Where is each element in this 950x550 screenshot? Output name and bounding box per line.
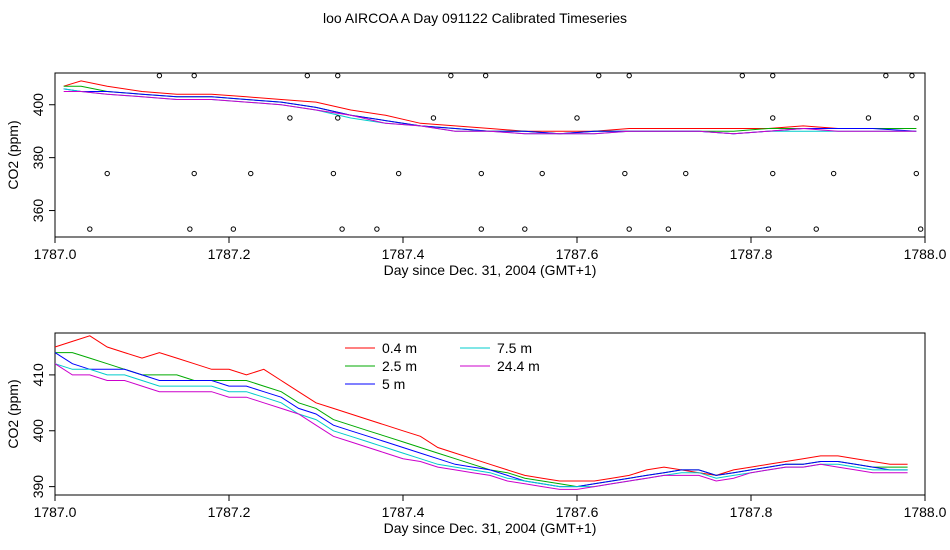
chart-top-x-tick-label: 1787.4 — [382, 246, 425, 262]
chart-top-marker-point — [230, 226, 237, 232]
chart-top-marker-point — [482, 72, 489, 79]
chart-top-series-line-0 — [63, 80, 917, 132]
chart-bottom-x-axis-label: Day since Dec. 31, 2004 (GMT+1) — [384, 520, 597, 536]
chart-bottom-x-tick-label: 1787.4 — [382, 504, 425, 520]
chart-bottom-legend-label: 5 m — [382, 376, 405, 392]
chart-top-marker-point — [395, 170, 402, 177]
chart-top-marker-point — [865, 115, 872, 121]
chart-top-marker-point — [522, 226, 528, 232]
chart-bottom-legend-label: 24.4 m — [497, 358, 540, 374]
chart-top-marker-point — [156, 72, 163, 79]
chart-top-y-tick-label: 360 — [30, 199, 46, 223]
chart-top-marker-point — [304, 72, 310, 79]
chart-top: 1787.0 1787.2 1787.4 1787.6 1787.8 1788.0 360 3… — [5, 72, 947, 278]
chart-bottom-legend-label: 2.5 m — [382, 358, 417, 374]
chart-top-x-tick-label: 1787.0 — [34, 246, 77, 262]
chart-top-marker-point — [770, 170, 776, 177]
chart-top-x-tick-label: 1787.2 — [208, 246, 251, 262]
chart-top-marker-point — [626, 226, 632, 232]
chart-bottom-y-tick-label: 400 — [30, 419, 46, 443]
chart-top-marker-point — [187, 226, 193, 232]
chart-bottom-y-tick-label: 390 — [30, 475, 46, 499]
chart-top-marker-point — [539, 170, 545, 177]
chart-top-marker-point — [883, 72, 889, 79]
chart-top-marker-point — [191, 72, 197, 79]
chart-top-marker-point — [622, 170, 628, 177]
chart-bottom-y-axis-label: CO2 (ppm) — [5, 379, 21, 448]
chart-top-marker-point — [830, 170, 837, 177]
chart-top-marker-point — [287, 115, 293, 121]
chart-top-y-tick-label: 380 — [30, 146, 46, 170]
chart-bottom-frame — [54, 332, 926, 496]
chart-top-x-tick-label: 1787.6 — [556, 246, 599, 262]
chart-bottom-series-line-1 — [55, 352, 908, 488]
chart-top-marker-point — [770, 115, 776, 121]
chart-top-marker-point — [909, 72, 915, 79]
chart-top-marker-point — [478, 170, 484, 177]
chart-top-marker-point — [813, 226, 819, 232]
chart-top-marker-point — [330, 170, 337, 177]
chart-top-marker-point — [191, 170, 197, 177]
chart-top-marker-point — [683, 170, 689, 177]
chart-top-marker-point — [596, 72, 602, 79]
chart-top-marker-point — [478, 226, 484, 232]
chart-bottom-legend-label: 0.4 m — [382, 340, 417, 356]
chart-bottom-series-line-2 — [54, 352, 908, 488]
chart-top-marker-point — [739, 72, 745, 79]
chart-top-marker-point — [913, 115, 919, 121]
chart-bottom-series-line-4 — [54, 363, 908, 490]
chart-bottom: 1787.0 1787.2 1787.4 1787.6 1787.8 1788.0 390 4… — [5, 332, 947, 536]
chart-top-marker-point — [339, 226, 345, 232]
chart-top-y-axis-label: CO2 (ppm) — [5, 120, 21, 189]
chart-bottom-series-line-0 — [54, 335, 908, 482]
chart-top-marker-point — [448, 72, 454, 79]
chart-top-marker-point — [913, 170, 919, 177]
chart-bottom-y-tick-label: 410 — [30, 363, 46, 387]
chart-bottom-x-tick-label: 1787.2 — [208, 504, 251, 520]
chart-top-marker-point — [770, 72, 776, 79]
chart-top-marker-point — [87, 226, 93, 232]
chart-top-x-axis-label: Day since Dec. 31, 2004 (GMT+1) — [384, 262, 597, 278]
chart-top-x-tick-label: 1787.8 — [730, 246, 773, 262]
chart-top-marker-point — [917, 226, 924, 232]
chart-top-marker-point — [765, 226, 772, 232]
chart-top-marker-point — [574, 115, 580, 121]
chart-bottom-legend-label: 7.5 m — [497, 340, 532, 356]
chart-top-marker-point — [248, 170, 254, 177]
chart-bottom-x-tick-label: 1788.0 — [904, 504, 947, 520]
chart-top-marker-point — [335, 115, 341, 121]
chart-top-marker-point — [626, 72, 632, 79]
chart-bottom-x-tick-label: 1787.0 — [34, 504, 77, 520]
chart-top-marker-point — [374, 226, 380, 232]
chart-top-marker-point — [665, 226, 672, 232]
chart-top-y-tick-label: 400 — [30, 93, 46, 117]
chart-top-marker-point — [335, 72, 341, 79]
chart-bottom-x-tick-label: 1787.6 — [556, 504, 599, 520]
chart-top-frame — [54, 72, 926, 238]
chart-top-series-line-4 — [63, 91, 917, 135]
chart-top-marker-point — [430, 115, 437, 121]
figure-title: loo AIRCOA A Day 091122 Calibrated Times… — [322, 10, 627, 26]
chart-bottom-x-tick-label: 1787.8 — [730, 504, 773, 520]
chart-top-x-tick-label: 1788.0 — [904, 246, 947, 262]
chart-top-marker-point — [104, 170, 110, 177]
